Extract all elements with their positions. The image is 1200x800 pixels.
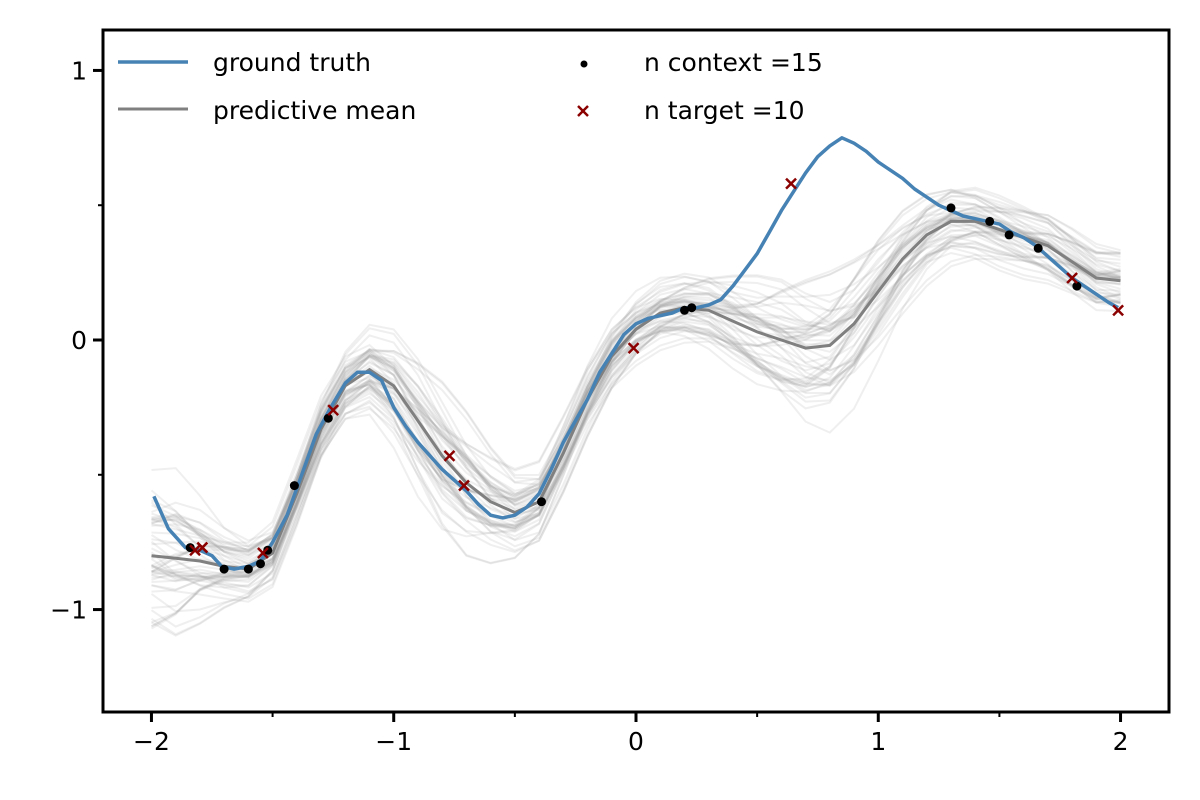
sample-curve [151, 207, 1121, 578]
context-point [1004, 230, 1014, 240]
context-point [263, 545, 273, 555]
sample-curve [151, 194, 1121, 560]
legend-label-context: n context =15 [644, 48, 823, 77]
sample-curve [151, 257, 1121, 593]
sample-curve [151, 214, 1121, 609]
y-tick-label: −1 [50, 596, 87, 625]
sample-curve [150, 186, 1121, 566]
context-point [985, 216, 995, 226]
legend-label-target: n target =10 [644, 96, 805, 125]
context-point [680, 305, 689, 315]
target-point [785, 177, 797, 190]
target-point [1066, 272, 1078, 284]
points-layer [185, 177, 1125, 574]
context-point [289, 481, 299, 491]
sample-curve [151, 201, 1121, 581]
legend-swatch-target [577, 105, 589, 117]
target-point [189, 544, 201, 557]
axes: −2 −1 0 1 2 −1 0 1 [50, 56, 1128, 756]
target-point [327, 404, 340, 416]
context-point [946, 203, 956, 213]
y-tick-label: 0 [71, 326, 87, 355]
sample-curve [151, 230, 1121, 600]
target-point [627, 342, 640, 354]
context-point [243, 564, 253, 574]
sample-curve [151, 203, 1121, 556]
x-tick-label: 1 [870, 727, 886, 756]
target-point [1112, 304, 1125, 317]
context-point [1033, 243, 1043, 253]
context-point [537, 497, 546, 507]
sample-curve [151, 215, 1121, 593]
sample-curve [151, 231, 1121, 603]
target-point [458, 479, 470, 492]
context-point [185, 543, 195, 553]
target-point [257, 547, 269, 559]
sample-curve [151, 224, 1121, 637]
sample-curve [151, 206, 1121, 548]
sample-curve [150, 212, 1121, 589]
sample-curve [150, 194, 1121, 582]
x-tick-label: 2 [1113, 727, 1129, 756]
y-tick-label: 1 [71, 56, 87, 85]
target-point [443, 450, 456, 462]
target-point [196, 541, 209, 554]
context-point [323, 413, 333, 423]
predictive-mean-layer [151, 219, 1121, 571]
sample-curve [150, 191, 1121, 579]
legend-swatch-context [580, 60, 588, 68]
sample-curve [150, 240, 1121, 630]
context-point [687, 303, 697, 313]
sample-curve [151, 188, 1121, 553]
x-tick-label: 0 [628, 727, 644, 756]
sample-curve [151, 246, 1121, 628]
legend-label-ground-truth: ground truth [213, 48, 371, 77]
context-point [219, 564, 229, 574]
sample-curve [151, 253, 1121, 589]
legend-label-predictive-mean: predictive mean [213, 96, 416, 125]
sample-curve [151, 234, 1121, 570]
sample-curve [151, 251, 1121, 624]
context-point [1072, 281, 1082, 291]
x-tick-label: −2 [133, 727, 170, 756]
sample-curve [151, 244, 1121, 573]
sample-curve [151, 188, 1121, 559]
predictive-mean-line [151, 219, 1121, 571]
legend: ground truth predictive mean n context =… [118, 48, 823, 125]
sample-curve [150, 188, 1121, 558]
sample-curve [150, 217, 1121, 628]
x-tick-label: −1 [375, 727, 412, 756]
sample-curve [151, 206, 1121, 577]
context-point [256, 559, 265, 569]
